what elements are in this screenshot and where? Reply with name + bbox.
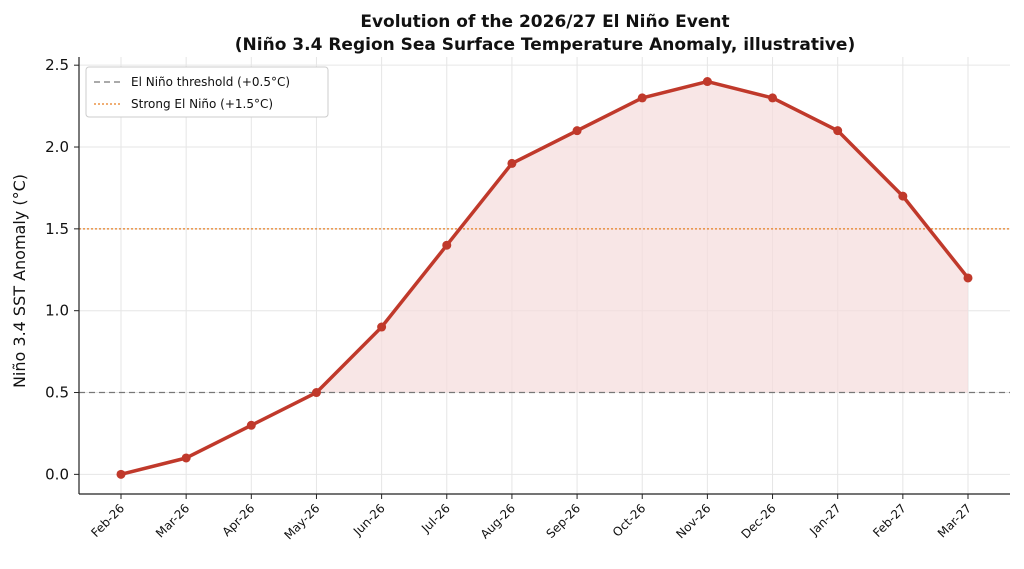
legend-label-strong: Strong El Niño (+1.5°C) — [131, 97, 273, 111]
y-tick-label: 1.0 — [45, 302, 69, 320]
x-tick-label: Jul-26 — [418, 501, 453, 536]
data-point — [572, 126, 582, 136]
legend: El Niño threshold (+0.5°C) Strong El Niñ… — [85, 66, 329, 118]
data-point — [246, 420, 256, 430]
data-point — [181, 453, 191, 463]
data-point — [116, 469, 126, 479]
data-point — [702, 77, 712, 87]
y-tick-label: 2.5 — [45, 56, 69, 74]
x-tick-label: Nov-26 — [673, 501, 713, 541]
series-line — [120, 79, 970, 477]
y-ticks: 0.0 0.5 1.0 1.5 2.0 2.5 — [45, 56, 79, 483]
x-tick-label: Oct-26 — [610, 501, 648, 539]
x-tick-label: Mar-27 — [935, 501, 974, 540]
x-tick-label: May-26 — [281, 501, 322, 542]
x-ticks: Feb-26 Mar-26 Apr-26 May-26 Jun-26 Jul-26 Aug-… — [88, 494, 974, 542]
chart-title: Evolution of the 2026/27 El Niño Event — [360, 12, 729, 32]
x-tick-label: Dec-26 — [738, 501, 778, 541]
data-point — [507, 158, 517, 168]
y-tick-label: 2.0 — [45, 138, 69, 156]
data-point — [963, 273, 973, 283]
legend-box — [85, 66, 329, 118]
data-point — [768, 93, 778, 103]
legend-label-threshold: El Niño threshold (+0.5°C) — [131, 75, 290, 89]
y-tick-label: 1.5 — [45, 220, 69, 238]
data-point — [637, 93, 647, 103]
area-fill — [121, 81, 968, 393]
y-tick-label: 0.5 — [45, 384, 69, 402]
x-tick-label: Aug-26 — [478, 501, 518, 541]
data-point — [833, 126, 843, 136]
x-tick-label: Jan-27 — [806, 501, 844, 539]
x-tick-label: Mar-26 — [153, 501, 192, 540]
data-points — [116, 77, 973, 479]
data-point — [377, 322, 387, 332]
y-tick-label: 0.0 — [45, 465, 69, 483]
x-tick-label: Jun-26 — [350, 501, 388, 539]
chart-subtitle: (Niño 3.4 Region Sea Surface Temperature… — [235, 35, 855, 55]
reference-lines — [79, 228, 1010, 394]
data-point — [311, 388, 321, 398]
axes — [78, 57, 1010, 495]
x-tick-label: Sep-26 — [543, 501, 583, 541]
x-tick-label: Feb-27 — [870, 501, 909, 540]
data-point — [442, 240, 452, 250]
x-tick-label: Apr-26 — [220, 501, 258, 539]
x-tick-label: Feb-26 — [88, 501, 127, 540]
data-point — [898, 191, 908, 201]
y-axis-label: Niño 3.4 SST Anomaly (°C) — [10, 174, 29, 388]
